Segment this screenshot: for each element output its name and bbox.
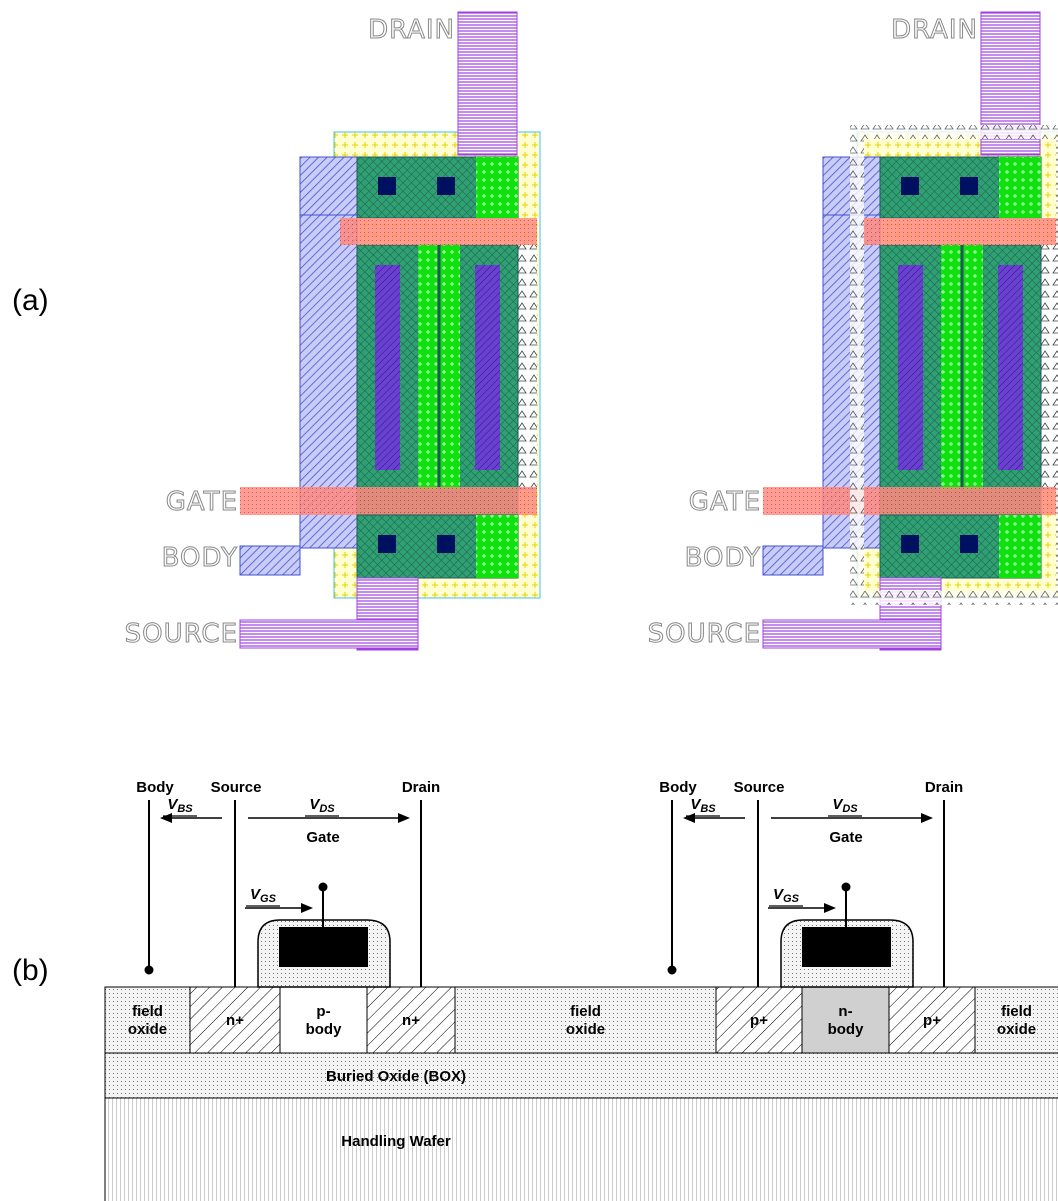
layer-label: Buried Oxide (BOX)	[326, 1068, 466, 1085]
region-label: oxide	[566, 1021, 605, 1038]
diagram: (a) (b) DRAIN GATE BODY SOURCE DRAIN GAT…	[0, 0, 1058, 1201]
voltage-subscript: BS	[177, 803, 193, 815]
layout-label: SOURCE	[648, 619, 761, 649]
region-label: p+	[750, 1012, 768, 1029]
layout-label: GATE	[689, 487, 761, 517]
region-label: body	[828, 1021, 864, 1038]
panel-label: (b)	[12, 954, 49, 987]
layer-label: Handling Wafer	[341, 1133, 451, 1150]
region-label: p-	[316, 1003, 330, 1020]
terminal-label: Drain	[925, 779, 963, 796]
voltage-subscript: BS	[700, 803, 716, 815]
voltage-label: VBS	[690, 796, 716, 815]
region-label: n-	[838, 1003, 852, 1020]
terminal-label: Body	[136, 779, 174, 796]
terminal-label: Source	[734, 779, 785, 796]
voltage-label: VGS	[773, 886, 800, 905]
region-label: p+	[923, 1012, 941, 1029]
terminal-label: Gate	[306, 829, 339, 846]
region-label: n+	[226, 1012, 244, 1029]
voltage-label: VGS	[250, 886, 277, 905]
terminal-label: Body	[659, 779, 697, 796]
region-label: field	[570, 1003, 601, 1020]
layout-left	[240, 12, 540, 650]
voltage-label: VDS	[309, 796, 335, 815]
region-label: field	[132, 1003, 163, 1020]
voltage-label: VBS	[167, 796, 193, 815]
voltage-subscript: DS	[842, 803, 858, 815]
region-label: oxide	[997, 1021, 1036, 1038]
layout-label: DRAIN	[368, 15, 455, 45]
voltage-subscript: GS	[260, 893, 277, 905]
voltage-subscript: DS	[319, 803, 335, 815]
region-label: field	[1001, 1003, 1032, 1020]
region-label: body	[306, 1021, 342, 1038]
region-label: oxide	[128, 1021, 167, 1038]
layout-label: BODY	[685, 543, 761, 573]
panel-label: (a)	[12, 284, 49, 317]
layout-label: SOURCE	[125, 619, 238, 649]
region-label: n+	[402, 1012, 420, 1029]
voltage-subscript: GS	[783, 893, 800, 905]
cross-section	[105, 800, 1058, 1201]
layout-label: GATE	[166, 487, 238, 517]
terminal-label: Source	[211, 779, 262, 796]
terminal-label: Drain	[402, 779, 440, 796]
layout-label: DRAIN	[891, 15, 978, 45]
terminal-label: Gate	[829, 829, 862, 846]
layout-label: BODY	[162, 543, 238, 573]
layout-right	[763, 12, 1058, 650]
voltage-label: VDS	[832, 796, 858, 815]
